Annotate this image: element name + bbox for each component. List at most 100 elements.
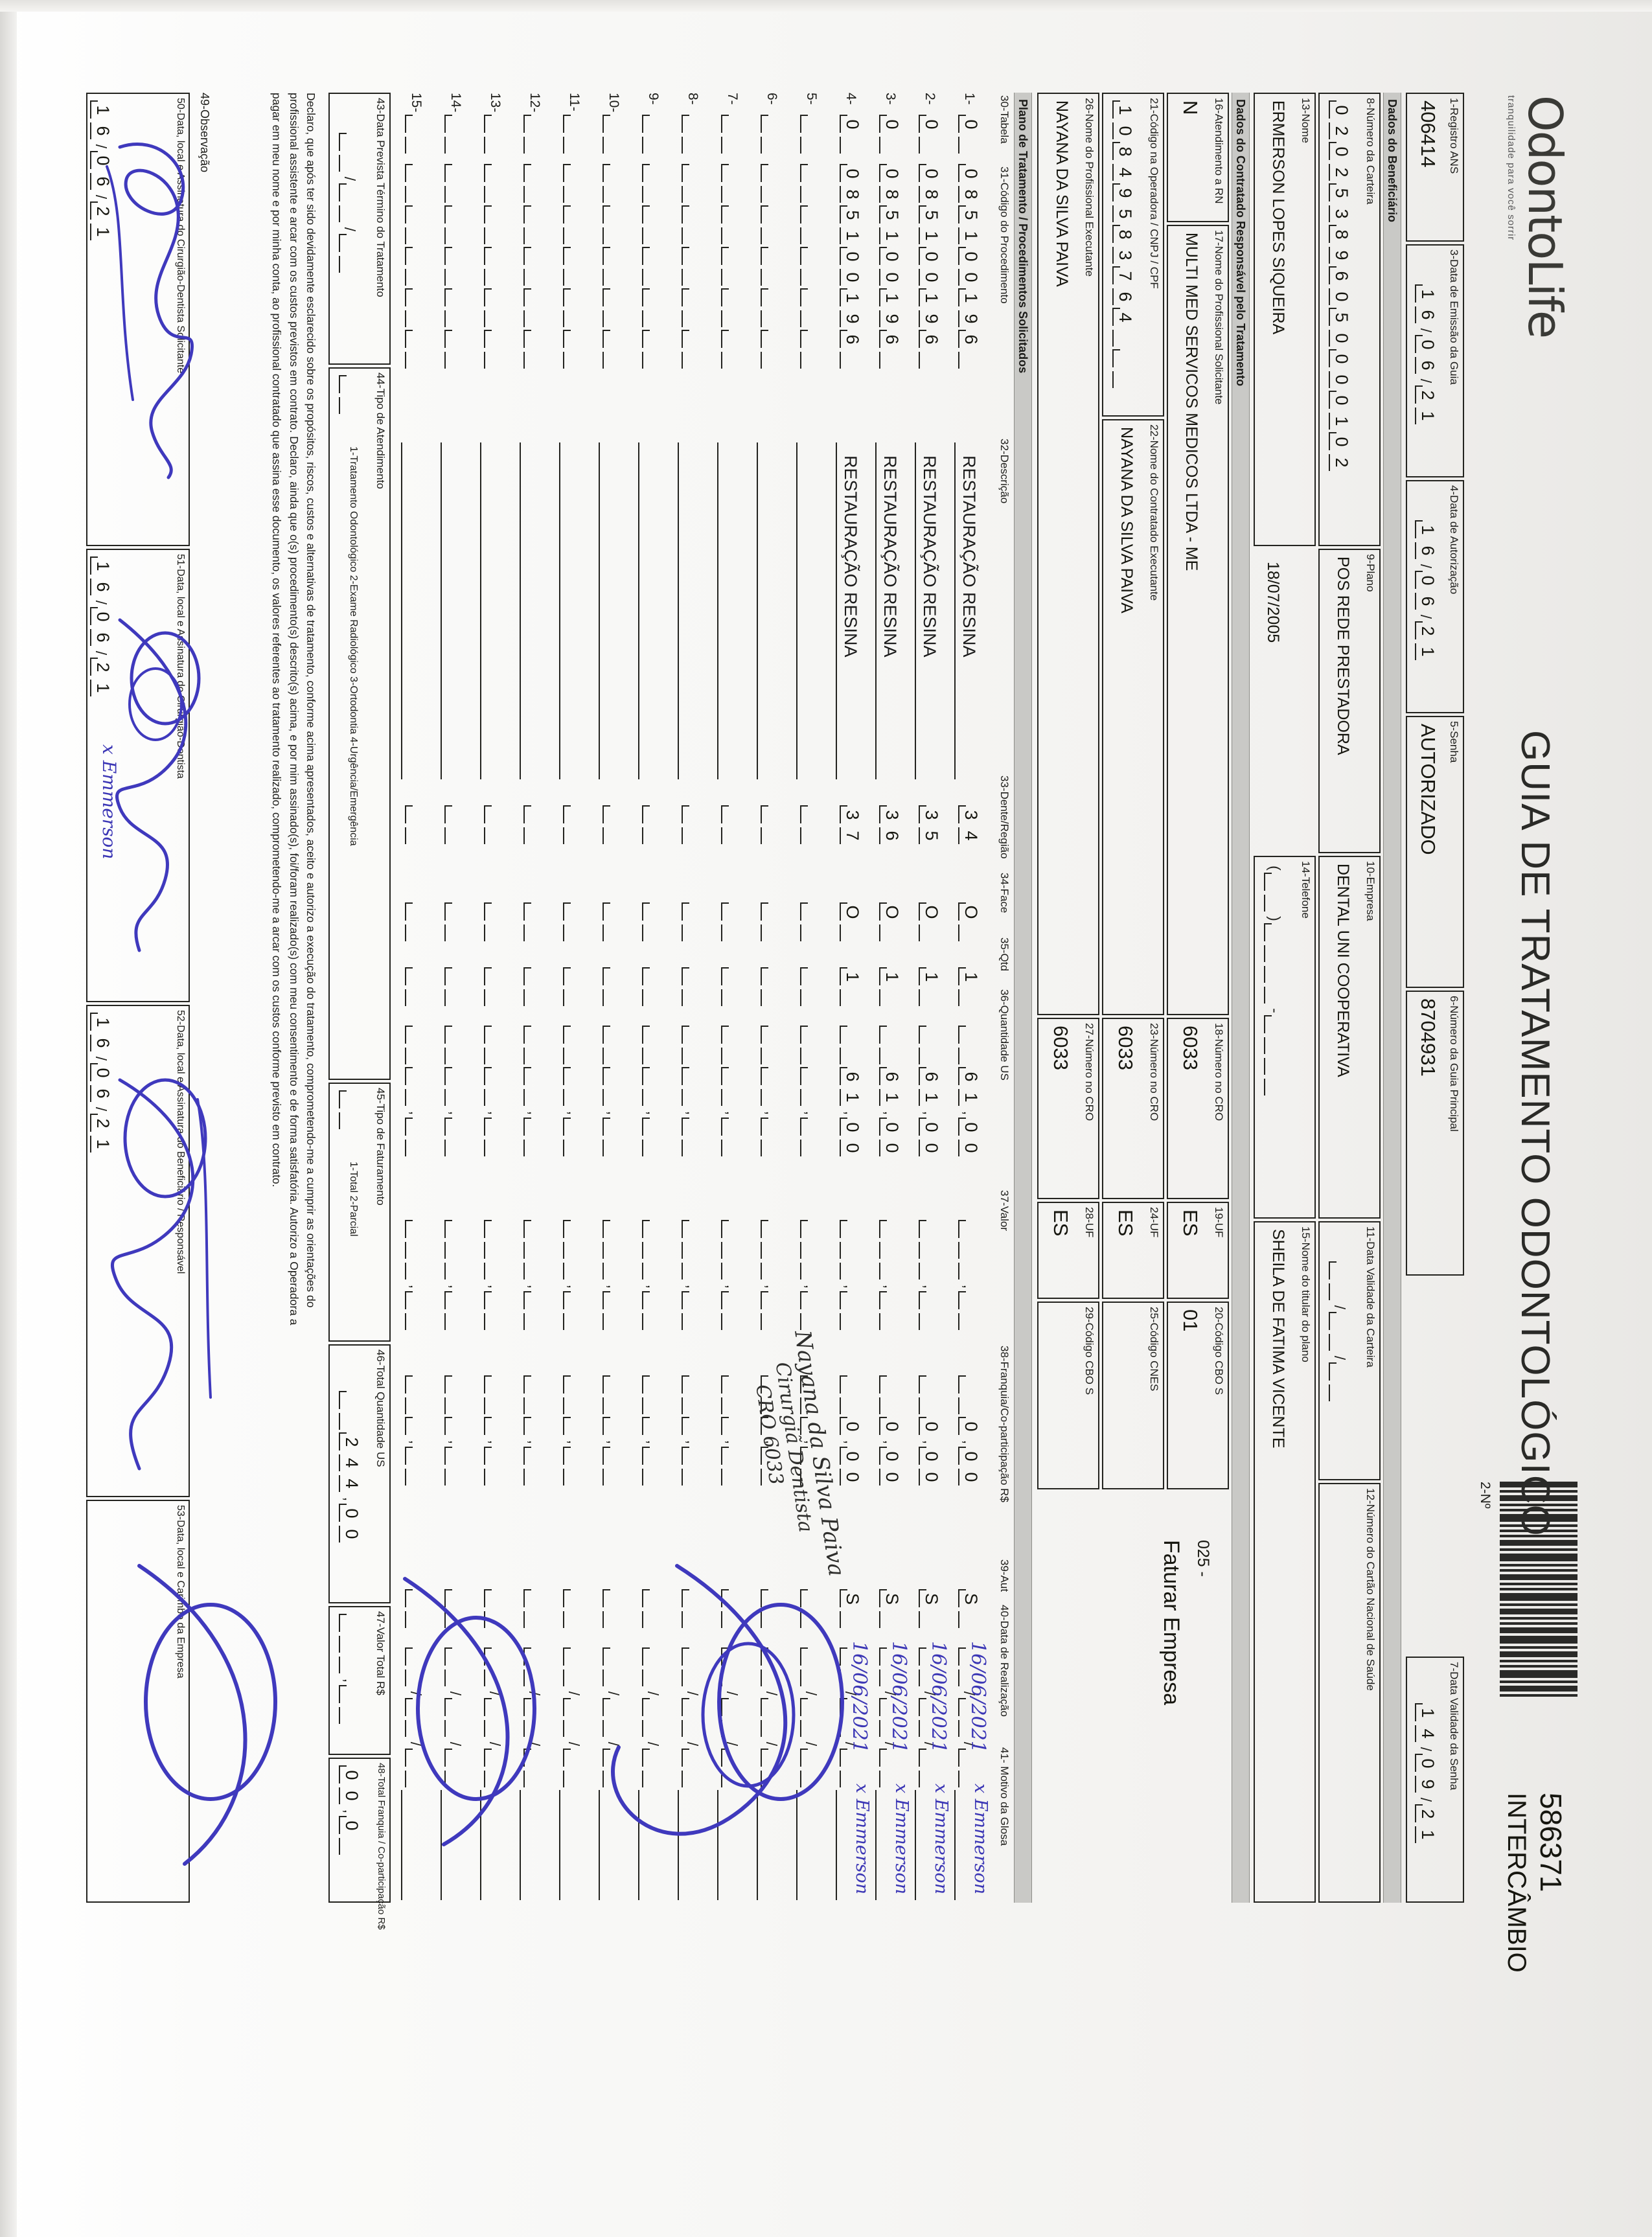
field-uf-profissional-label: 28-UF [1083,1206,1096,1237]
field-atendimento-rn-label: 16-Atendimento a RN [1213,97,1225,203]
field-data-validade-carteira[interactable]: 11-Data Validade da Carteira / / [1318,1221,1381,1480]
field-data-emissao-label: 3-Data de Emissão da Guia [1448,249,1460,385]
handwritten-realization-date: 16/06/2021 [888,1640,910,1753]
field-telefone[interactable]: 14-Telefone () - [1254,855,1316,1219]
field-data-prevista-termino-label: 43-Data Prevista Término do Tratamento [374,97,387,297]
field-empresa[interactable]: 10-Empresa DENTAL UNI COOPERATIVA [1318,855,1381,1219]
declaration-text: Declaro, que após ter sido devidamente e… [270,92,318,1325]
ink-signature-dentista-solicitante [106,142,194,479]
table-row[interactable]: 2- 0 0 8 5 1 0 0 1 9 6 RESTAURAÇÃO RESINA 3 5 O 1 6 1, 0 0,… [908,93,947,1903]
field-codigo-operadora-label: 21-Código na Operadora / CNPJ / CPF [1148,97,1160,289]
handwritten-row-signature: x Emmerson [852,1783,872,1894]
field-plano[interactable]: 9-Plano POS REDE PRESTADORA [1318,548,1381,853]
field-uf-profissional[interactable]: 28-UF ES [1037,1201,1099,1299]
rotated-form-container: OdontoLife tranquilidade para você sorri… [55,50,1597,2188]
field-senha-value: AUTORIZADO [1417,723,1440,855]
field-data-validade-carteira-label: 11-Data Validade da Carteira [1364,1226,1377,1368]
field-nome-contratado-executante-label: 22-Nome do Contratado Executante [1148,424,1160,601]
field-nome-profissional-executante[interactable]: 26-Nome do Profissional Executante NAYAN… [1037,92,1099,1015]
field-codigo-cbo-profissional[interactable]: 29-Código CBO S [1037,1301,1099,1489]
field-senha-label: 5-Senha [1448,720,1460,763]
field-numero-cro-executante-label: 23-Número no CRO [1148,1022,1160,1121]
field-numero-guia-principal-value: 8704931 [1417,998,1440,1077]
band-plano-tratamento: Plano de Tratamento / Procedimentos Soli… [1014,92,1032,1903]
field-uf-executante[interactable]: 24-UF ES [1102,1201,1164,1299]
logo-tagline: tranquilidade para você sorrir [1506,95,1517,240]
field-telefone-label: 14-Telefone [1300,860,1312,919]
field-plano-value: POS REDE PRESTADORA [1334,556,1352,755]
table-row[interactable]: 1- 0 0 8 5 1 0 0 1 9 6 RESTAURAÇÃO RESINA 3 4 O 1 6 1, 0 0,… [947,93,987,1903]
barcode [1500,1481,1577,1699]
field-nome-beneficiario-value: ERMERSON LOPES SIQUEIRA [1269,100,1287,334]
field-nome-titular-plano[interactable]: 15-Nome do titular do plano SHEILA DE FA… [1254,1221,1316,1903]
field-tipo-faturamento-label: 45-Tipo de Faturamento [374,1087,387,1206]
field-data-prevista-termino[interactable]: 43-Data Prevista Término do Tratamento /… [328,92,391,365]
col-header-qtd: 35-Qtd [998,937,1011,971]
field-nome-beneficiario-label: 13-Nome [1300,97,1312,143]
field-uf-solicitante[interactable]: 19-UF ES [1167,1201,1229,1299]
page-title: GUIA DE TRATAMENTO ODONTOLÓGICO [1513,729,1557,1537]
col-header-valor: 37-Valor [998,1189,1011,1231]
copy-marker: 2-Nº [1478,1481,1493,1509]
field-nome-profissional-executante-label: 26-Nome do Profissional Executante [1083,97,1096,277]
batch-label: INTERCÂMBIO [1502,1792,1531,1973]
handwritten-realization-date: 16/06/2021 [848,1640,871,1753]
field-nome-beneficiario[interactable]: 13-Nome ERMERSON LOPES SIQUEIRA [1254,92,1316,546]
field-uf-executante-label: 24-UF [1148,1206,1160,1237]
field-tipo-atendimento[interactable]: 44-Tipo de Atendimento 1-Tratamento Odon… [328,367,391,1080]
field-cartao-nacional-saude-label: 12-Número do Cartão Nacional de Saúde [1364,1487,1377,1691]
ink-signature-empresa [137,1563,844,1866]
field-registro-ans-label: 1-Registro ANS [1448,97,1460,174]
col-header-descricao: 32-Descrição [998,438,1011,503]
col-header-face: 34-Face [998,872,1011,913]
field-cartao-nacional-saude[interactable]: 12-Número do Cartão Nacional de Saúde [1318,1482,1381,1903]
field-numero-guia-principal-label: 6-Número da Guia Principal [1448,995,1460,1132]
field-codigo-cnes[interactable]: 25-Código CNES [1102,1301,1164,1489]
plan-note-code: 025 - [1194,1539,1212,1577]
field-codigo-cnes-label: 25-Código CNES [1148,1306,1160,1391]
handwritten-row-signature: x Emmerson [931,1783,951,1894]
field-plano-label: 9-Plano [1364,553,1377,592]
field-numero-carteira-label: 8-Número da Carteira [1364,97,1377,204]
field-senha[interactable]: 5-Senha AUTORIZADO [1406,715,1464,988]
logo-wordmark: OdontoLife [1518,95,1572,338]
band-dados-contratado: Dados do Contratado Responsável pelo Tra… [1232,92,1250,1903]
field-nome-profissional-solicitante-label: 17-Nome do Profissional Solicitante [1213,229,1225,404]
field-codigo-cbo-solicitante-label: 20-Código CBO S [1213,1306,1225,1395]
field-nome-profissional-solicitante[interactable]: 17-Nome do Profissional Solicitante MULT… [1167,224,1229,1015]
col-header-tabela: 30-Tabela [998,95,1011,144]
field-uf-solicitante-value: ES [1179,1209,1202,1236]
field-atendimento-rn[interactable]: 16-Atendimento a RN N [1167,92,1229,222]
field-tipo-faturamento-hint: 1-Total 2-Parcial [348,1161,359,1237]
field-atendimento-rn-value: N [1179,100,1202,115]
field-codigo-cbo-solicitante[interactable]: 20-Código CBO S 01 [1167,1301,1229,1489]
field-empresa-value: DENTAL UNI COOPERATIVA [1334,863,1352,1077]
field-numero-cro-profissional[interactable]: 27-Número no CRO 6033 [1037,1017,1099,1199]
field-nome-profissional-solicitante-value: MULTI MED SERVICOS MEDICOS LTDA - ME [1182,232,1200,571]
field-total-quantidade-us-label: 46-Total Quantidade US [374,1349,387,1467]
field-numero-cro-solicitante-label: 18-Número no CRO [1213,1022,1225,1121]
field-numero-cro-solicitante[interactable]: 18-Número no CRO 6033 [1167,1017,1229,1199]
col-header-quantidade-us: 36-Quantidade US [998,989,1011,1081]
handwritten-row-signature: x Emmerson [891,1783,912,1894]
field-numero-guia-principal[interactable]: 6-Número da Guia Principal 8704931 [1406,990,1464,1276]
field-codigo-cbo-solicitante-value: 01 [1179,1309,1202,1331]
field-tipo-atendimento-hint: 1-Tratamento Odontológico 2-Exame Radiol… [348,446,359,846]
field-numero-cro-profissional-label: 27-Número no CRO [1083,1022,1096,1121]
field-tipo-atendimento-label: 44-Tipo de Atendimento [374,372,387,489]
field-tipo-faturamento[interactable]: 45-Tipo de Faturamento 1-Total 2-Parcial [328,1082,391,1342]
field-nome-titular-plano-label: 15-Nome do titular do plano [1300,1226,1312,1362]
field-empresa-label: 10-Empresa [1364,860,1377,921]
field-numero-cro-profissional-value: 6033 [1050,1025,1072,1070]
field-registro-ans[interactable]: 1-Registro ANS 406414 [1406,92,1464,242]
field-numero-cro-executante[interactable]: 23-Número no CRO 6033 [1102,1017,1164,1199]
ink-signature-dentista [115,618,201,952]
field-numero-cro-executante-value: 6033 [1114,1025,1137,1070]
field-nome-titular-plano-value: SHEILA DE FATIMA VICENTE [1269,1228,1287,1449]
field-nome-contratado-executante[interactable]: 22-Nome do Contratado Executante NAYANA … [1102,419,1164,1015]
